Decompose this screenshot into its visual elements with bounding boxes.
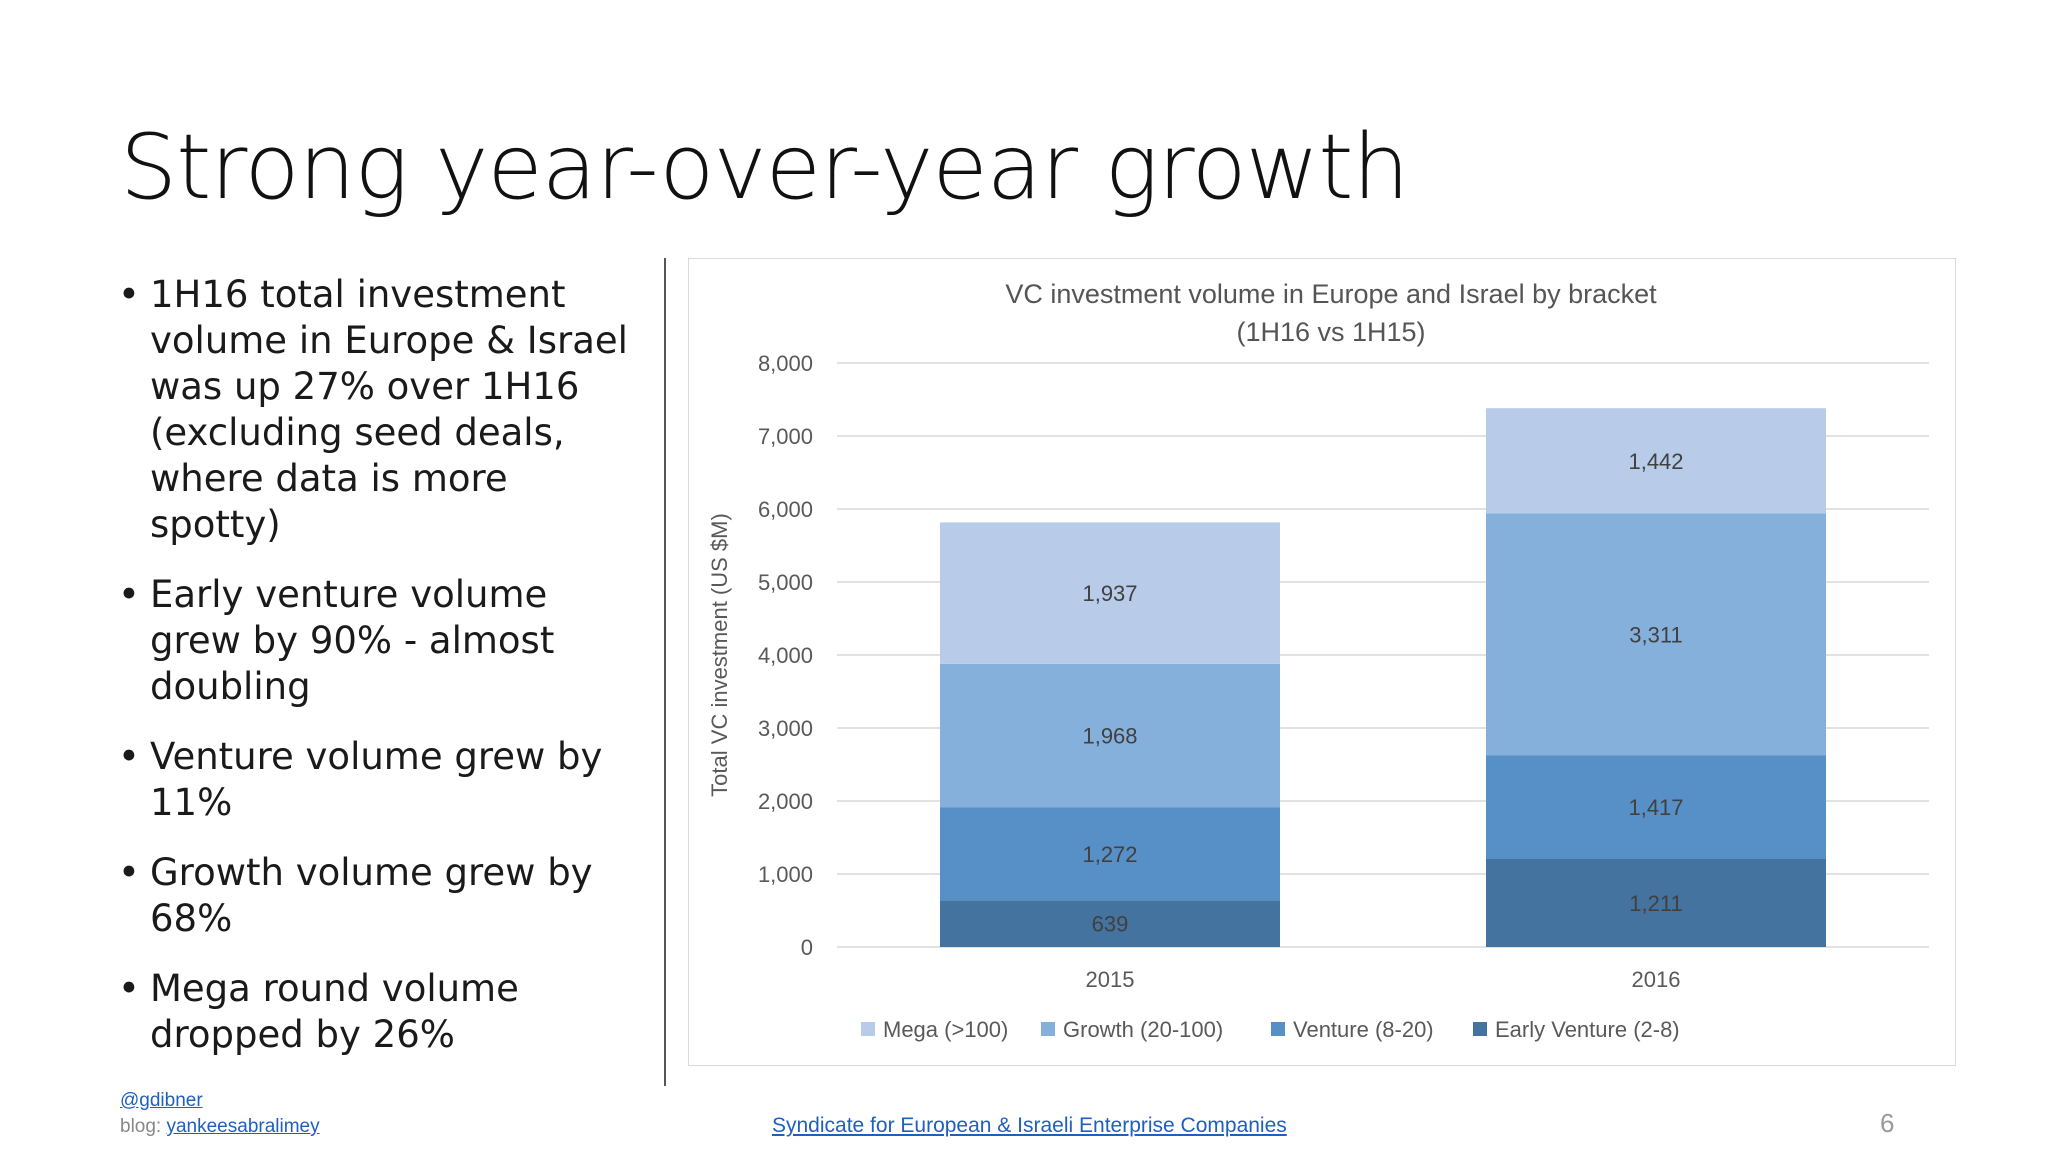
bullet-list: 1H16 total investment volume in Europe &… [118,272,648,1082]
bar-segment [940,807,1280,901]
blog-line: blog: yankeesabralimey [120,1116,320,1138]
y-tick-label: 1,000 [758,862,813,887]
legend-label: Growth (20-100) [1063,1017,1223,1042]
chart-subtitle: (1H16 vs 1H15) [1236,317,1425,347]
bar-segment [940,522,1280,664]
bar-segment [1486,755,1826,859]
legend-swatch [861,1022,875,1036]
page-number: 6 [1880,1108,1895,1138]
bar-segment [1486,408,1826,514]
y-tick-label: 0 [801,935,813,960]
data-label: 1,968 [1082,724,1137,749]
bar-segment [940,900,1280,947]
legend-swatch [1473,1022,1487,1036]
data-label: 1,211 [1629,891,1682,916]
bullet-item: Mega round volume dropped by 26% [118,966,648,1058]
syndicate-link[interactable]: Syndicate for European & Israeli Enterpr… [772,1114,1287,1137]
bullet-item: Growth volume grew by 68% [118,850,648,942]
blog-prefix: blog: [120,1116,162,1137]
bullet-item: Early venture volume grew by 90% - almos… [118,572,648,710]
x-tick-label: 2015 [1086,967,1135,992]
twitter-handle-link[interactable]: @gdibner [120,1090,203,1111]
bar-segment [940,663,1280,808]
blog-link[interactable]: yankeesabralimey [166,1116,320,1137]
legend-swatch [1041,1022,1055,1036]
data-label: 639 [1092,912,1129,937]
chart-title: VC investment volume in Europe and Israe… [1005,279,1657,309]
bar-segment [1486,513,1826,756]
legend-label: Mega (>100) [883,1017,1008,1042]
data-label: 1,937 [1082,581,1137,606]
y-tick-label: 3,000 [758,716,813,741]
data-label: 3,311 [1629,622,1682,647]
legend-swatch [1271,1022,1285,1036]
x-tick-label: 2016 [1632,967,1681,992]
y-tick-label: 2,000 [758,789,813,814]
y-tick-label: 7,000 [758,424,813,449]
bar-segment [1486,858,1826,947]
y-tick-label: 8,000 [758,351,813,376]
y-tick-label: 6,000 [758,497,813,522]
bullet-item: Venture volume grew by 11% [118,734,648,826]
chart-frame: VC investment volume in Europe and Israe… [688,258,1956,1066]
stacked-bar-chart: VC investment volume in Europe and Israe… [707,279,1929,1042]
slide-title: Strong year-over-year growth [120,115,1410,220]
y-axis-label: Total VC investment (US $M) [707,513,732,797]
bullet-item: 1H16 total investment volume in Europe &… [118,272,648,548]
legend-label: Venture (8-20) [1293,1017,1434,1042]
data-label: 1,417 [1628,795,1683,820]
y-tick-label: 4,000 [758,643,813,668]
vertical-divider [664,258,666,1086]
legend-label: Early Venture (2-8) [1495,1017,1680,1042]
data-label: 1,442 [1628,449,1683,474]
y-tick-label: 5,000 [758,570,813,595]
data-label: 1,272 [1082,842,1137,867]
